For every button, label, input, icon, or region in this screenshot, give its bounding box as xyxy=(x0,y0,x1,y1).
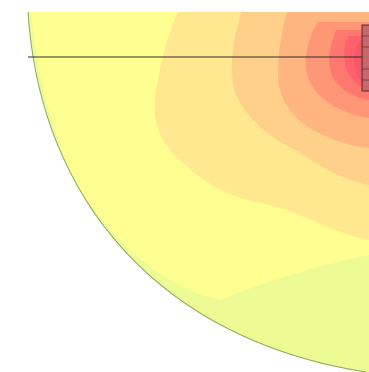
disc-outline xyxy=(27,11,367,372)
source-marker[interactable] xyxy=(361,24,369,92)
